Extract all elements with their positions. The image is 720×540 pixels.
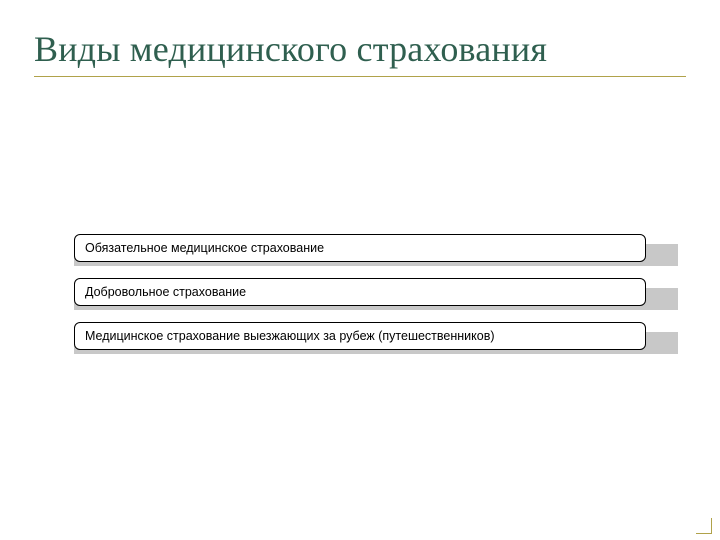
page-title: Виды медицинского страхования (34, 28, 686, 70)
corner-decoration-icon (696, 518, 712, 534)
item-label: Добровольное страхование (85, 285, 246, 299)
item-list: Обязательное медицинское страхование Доб… (74, 234, 678, 366)
list-item: Добровольное страхование (74, 278, 678, 308)
item-label: Обязательное медицинское страхование (85, 241, 324, 255)
title-underline (34, 76, 686, 77)
list-item: Медицинское страхование выезжающих за ру… (74, 322, 678, 352)
item-pill: Медицинское страхование выезжающих за ру… (74, 322, 646, 350)
item-label: Медицинское страхование выезжающих за ру… (85, 329, 495, 343)
slide: Виды медицинского страхования Обязательн… (0, 0, 720, 540)
item-pill: Добровольное страхование (74, 278, 646, 306)
list-item: Обязательное медицинское страхование (74, 234, 678, 264)
item-pill: Обязательное медицинское страхование (74, 234, 646, 262)
